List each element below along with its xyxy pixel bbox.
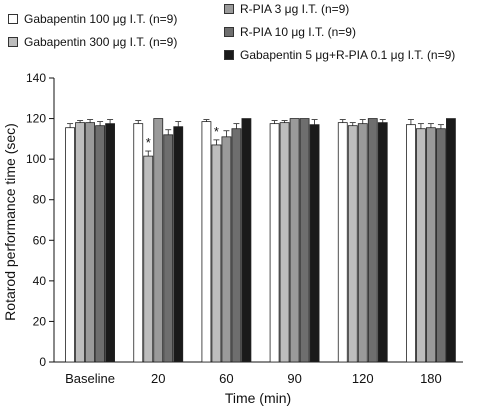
bar [201,121,212,363]
y-tick-label: 20 [33,314,47,328]
legend-swatch-rpia3 [224,4,234,14]
y-tick-label: 140 [26,71,46,85]
bar [426,127,436,363]
bar [367,118,378,363]
y-tick-label: 60 [33,233,47,247]
legend-label-gaba100: Gabapentin 100 μg I.T. (n=9) [24,12,178,26]
legend-label-gaba300: Gabapentin 300 μg I.T. (n=9) [24,35,178,49]
legend-item-gaba100: Gabapentin 100 μg I.T. (n=9) [8,12,177,26]
bar [95,125,105,363]
bar [241,118,252,363]
y-tick-label: 120 [26,112,46,126]
legend-swatch-combo [224,50,234,60]
legend-item-rpia10: R-PIA 10 μg I.T. (n=9) [224,25,356,39]
bar [416,128,426,363]
bar [153,118,164,363]
significance-marker: * [146,135,151,150]
x-tick-label: 90 [287,371,301,386]
bar [357,123,368,363]
y-tick-label: 0 [39,355,46,369]
bar [211,144,222,363]
bar [173,126,184,363]
x-tick-label: 120 [352,371,374,386]
legend-swatch-gaba300 [8,37,18,47]
legend-item-gaba300: Gabapentin 300 μg I.T. (n=9) [8,35,177,49]
bar [133,123,144,363]
x-axis-label: Time (min) [225,390,291,406]
bar [75,122,85,363]
bar [65,127,75,363]
legend-label-combo: Gabapentin 5 μg+R-PIA 0.1 μg I.T. (n=9) [240,48,456,62]
y-tick-label: 80 [33,193,47,207]
bar [85,122,95,363]
bar [309,124,320,363]
legend-swatch-gaba100 [8,14,18,24]
legend-swatch-rpia10 [224,27,234,37]
bar [337,122,348,363]
bar [163,134,174,363]
x-tick-label: 180 [420,371,442,386]
y-axis-label: Rotarod performance time (sec) [2,123,18,321]
x-tick-label: 60 [219,371,233,386]
significance-marker: * [214,124,219,139]
bar [406,124,416,363]
bar [221,136,232,363]
bar [269,123,280,363]
bar [446,118,456,363]
y-tick-label: 40 [33,274,47,288]
bar [347,125,358,363]
legend-label-rpia10: R-PIA 10 μg I.T. (n=9) [240,25,356,39]
bar [105,123,115,363]
bar [299,118,310,363]
bar [231,128,242,363]
bar [143,155,154,363]
legend-item-combo: Gabapentin 5 μg+R-PIA 0.1 μg I.T. (n=9) [224,48,455,62]
bar [377,122,388,363]
x-tick-label: 20 [151,371,165,386]
bar [436,128,446,363]
y-tick-label: 100 [26,152,46,166]
bar [289,118,300,363]
bar [279,122,290,363]
legend-item-rpia3: R-PIA 3 μg I.T. (n=9) [224,2,349,16]
legend-label-rpia3: R-PIA 3 μg I.T. (n=9) [240,2,350,16]
x-tick-label: Baseline [65,371,115,386]
